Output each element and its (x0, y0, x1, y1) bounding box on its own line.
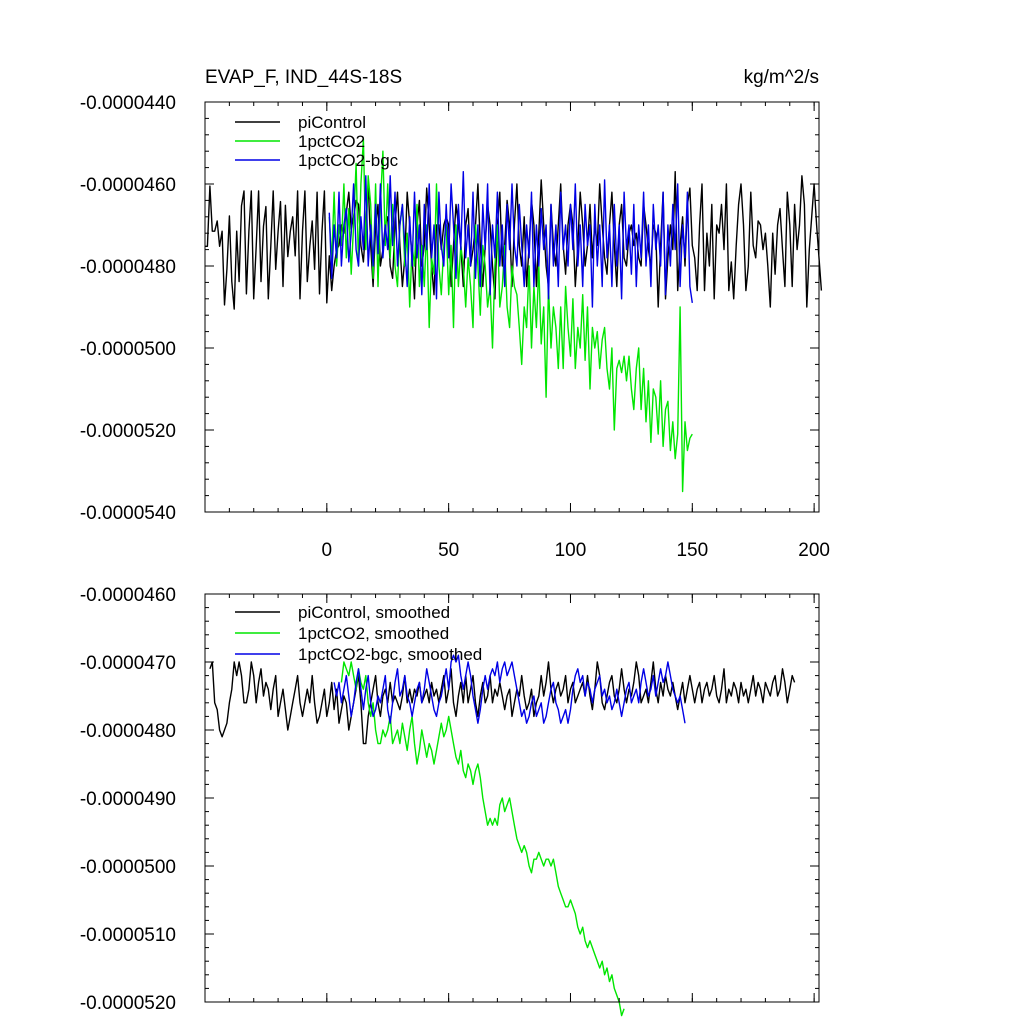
bottom-ytick-label: -0.0000510 (80, 925, 176, 946)
top-ytick-label: -0.0000540 (80, 503, 176, 524)
bottom-legend-label-1: 1pctCO2, smoothed (298, 624, 449, 643)
top-ytick-label: -0.0000520 (80, 421, 176, 442)
top-chart-units: kg/m^2/s (744, 67, 819, 88)
top-xtick-label: 200 (798, 540, 830, 561)
bottom-ytick-label: -0.0000490 (80, 789, 176, 810)
bottom-legend: piControl, smoothed 1pctCO2, smoothed 1pct… (235, 603, 482, 664)
top-ytick-label: -0.0000440 (80, 93, 176, 114)
top-chart-title: EVAP_F, IND_44S-18S (205, 67, 402, 88)
top-legend-label-2: 1pctCO2-bgc (298, 151, 399, 170)
bottom-legend-label-2: 1pctCO2-bgc, smoothed (298, 645, 482, 664)
bottom-ytick-label: -0.0000520 (80, 993, 176, 1014)
top-plot-frame (204, 101, 820, 513)
bottom-series-line-2 (333, 654, 686, 724)
top-series-line-1 (328, 138, 693, 493)
bottom-series-line-1 (340, 661, 625, 1017)
top-xtick-label: 50 (438, 540, 459, 561)
bottom-ytick-label: -0.0000500 (80, 857, 176, 878)
top-panel: -0.0000440 -0.0000460 -0.0000480 -0.0000500… (80, 67, 830, 561)
top-series-line-0 (205, 170, 823, 310)
top-xtick-label: 100 (555, 540, 587, 561)
top-legend-label-0: piControl (298, 113, 366, 132)
bottom-panel: -0.0000460 -0.0000470 -0.0000480 -0.0000490… (80, 585, 820, 1017)
bottom-ticks-layer: -0.0000460 -0.0000470 -0.0000480 -0.0000490… (80, 585, 819, 1014)
top-series-layer (205, 138, 823, 493)
bottom-series-layer (209, 654, 796, 1017)
top-ytick-label: -0.0000480 (80, 257, 176, 278)
bottom-legend-label-0: piControl, smoothed (298, 603, 450, 622)
bottom-ytick-label: -0.0000480 (80, 721, 176, 742)
bottom-ytick-label: -0.0000470 (80, 653, 176, 674)
top-xtick-label: 150 (676, 540, 708, 561)
top-series-line-2 (328, 170, 693, 308)
top-ticks-layer: -0.0000440 -0.0000460 -0.0000480 -0.0000500… (80, 93, 830, 561)
top-xtick-label: 0 (322, 540, 333, 561)
top-ytick-label: -0.0000460 (80, 175, 176, 196)
bottom-ytick-label: -0.0000460 (80, 585, 176, 606)
top-legend-label-1: 1pctCO2 (298, 132, 365, 151)
top-ytick-label: -0.0000500 (80, 339, 176, 360)
bottom-series-line-0 (209, 661, 796, 745)
